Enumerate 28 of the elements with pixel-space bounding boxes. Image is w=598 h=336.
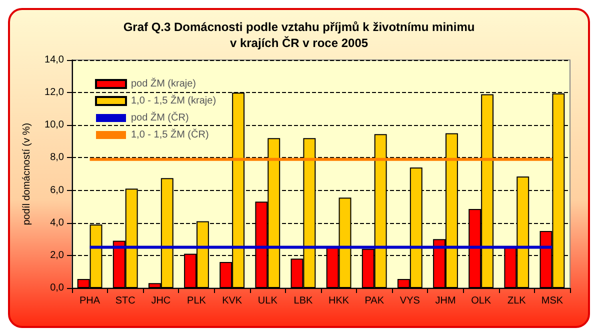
legend-label: pod ŽM (kraje) (131, 78, 196, 90)
y-tick-label: 0,0 (50, 282, 64, 294)
y-tick-label: 10,0 (44, 120, 64, 131)
y-tick-label: 2,0 (50, 250, 64, 261)
x-tick-label: JHC (151, 296, 171, 306)
x-tick-label: ULK (258, 296, 278, 306)
x-tick-label: PAK (364, 296, 384, 306)
y-tick-label: 6,0 (50, 184, 64, 196)
x-tick-label: VYS (400, 296, 420, 306)
x-tick-label: LBK (294, 296, 313, 306)
x-tick-label: PLK (187, 296, 206, 306)
legend-label: pod ŽM (ČR) (131, 112, 189, 124)
y-tick-label: 14,0 (44, 54, 64, 66)
legend-label: 1,0 - 1,5 ŽM (ČR) (131, 128, 209, 140)
x-tick-label: JHM (435, 296, 456, 306)
y-tick-label: 8,0 (50, 152, 64, 164)
x-tick-label: STC (115, 296, 136, 306)
y-axis-title: podíl domácností (v %) (22, 122, 32, 226)
x-tick-label: ZLK (507, 296, 526, 306)
chart-title: Graf Q.3 Domácnosti podle vztahu příjmů k životnímu minimu v krajích ČR v roce 2005 (123, 20, 475, 50)
x-tick-label: OLK (471, 296, 492, 306)
legend-label: 1,0 - 1,5 ŽM (kraje) (131, 94, 216, 106)
y-tick-label: 12,0 (44, 87, 64, 98)
x-tick-label: MSK (541, 296, 564, 306)
x-tick-label: KVK (222, 296, 242, 306)
x-tick-label: PHA (80, 296, 100, 306)
y-tick-label: 4,0 (50, 217, 64, 228)
x-tick-label: HKK (328, 296, 350, 306)
